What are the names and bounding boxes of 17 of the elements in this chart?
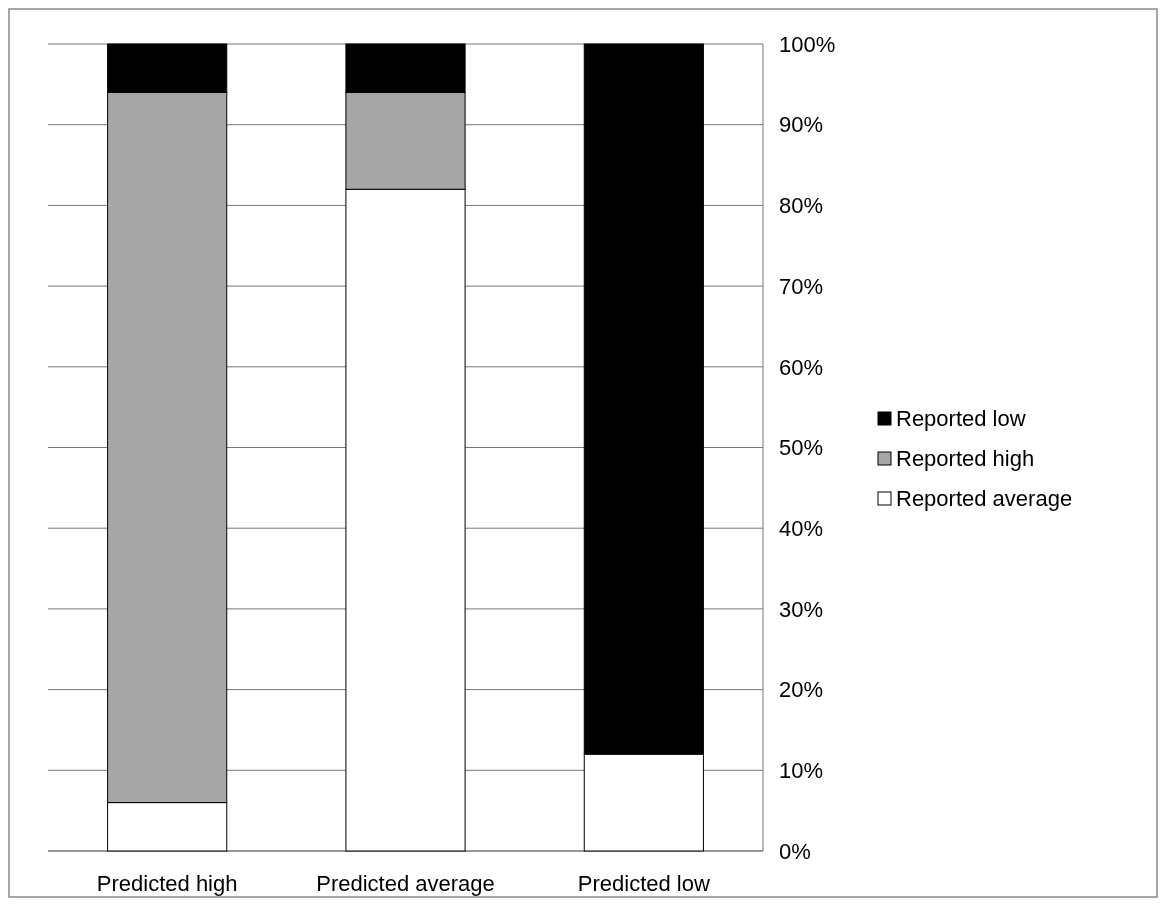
y-tick-label: 30% <box>779 596 824 622</box>
legend-label: Reported low <box>896 405 1026 431</box>
y-tick-label: 60% <box>779 354 824 380</box>
x-tick-label: Predicted average <box>316 871 495 896</box>
y-tick-label: 70% <box>779 273 824 299</box>
y-tick-label: 10% <box>779 758 824 783</box>
x-tick-label: Predicted high <box>96 871 238 896</box>
y-tick-label: 90% <box>779 112 824 138</box>
legend-label: Reported average <box>896 485 1073 511</box>
legend-label: Reported high <box>896 445 1035 471</box>
y-tick-label: 80% <box>779 193 824 219</box>
x-tick-label: Predicted low <box>577 871 710 896</box>
y-tick-label: 100% <box>779 31 836 57</box>
y-tick-label: 20% <box>779 677 824 703</box>
y-tick-label: 0% <box>779 838 811 864</box>
y-tick-label: 50% <box>779 435 824 461</box>
y-tick-label: 40% <box>779 515 824 541</box>
